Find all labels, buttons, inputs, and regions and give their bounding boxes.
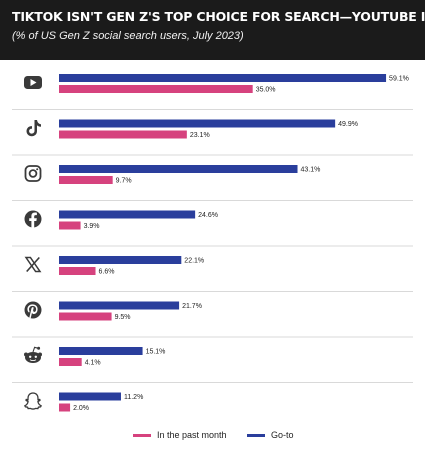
value-label-go-to-pinterest: 21.7% bbox=[182, 303, 202, 310]
value-label-go-to-instagram: 43.1% bbox=[301, 167, 321, 174]
chart-title: TIKTOK ISN'T GEN Z'S TOP CHOICE FOR SEAR… bbox=[12, 9, 425, 24]
instagram-icon bbox=[24, 165, 42, 182]
bar-past-month-facebook bbox=[59, 221, 81, 230]
bar-past-month-x bbox=[59, 267, 96, 275]
bar-go-to-youtube bbox=[59, 74, 387, 82]
value-label-past-month-facebook: 3.9% bbox=[84, 223, 100, 230]
bar-go-to-tiktok bbox=[59, 119, 336, 128]
value-label-past-month-tiktok: 23.1% bbox=[190, 132, 210, 139]
bar-go-to-facebook bbox=[59, 210, 196, 219]
bar-past-month-pinterest bbox=[59, 312, 112, 321]
bar-go-to-snapchat bbox=[59, 392, 121, 401]
snapchat-icon bbox=[24, 392, 42, 410]
reddit-icon bbox=[24, 346, 42, 363]
legend-swatch-past-month bbox=[133, 433, 151, 437]
bar-chart: 59.1% 35.0% 49.9% 23.1% 43.1% 9.7% 24.6% 3.9% 22… bbox=[12, 74, 413, 412]
legend-swatch-go-to bbox=[247, 433, 265, 437]
tiktok-icon bbox=[26, 120, 41, 137]
legend-item-go-to: Go-to bbox=[247, 430, 294, 440]
bar-past-month-tiktok bbox=[59, 130, 187, 139]
value-label-past-month-reddit: 4.1% bbox=[85, 360, 101, 367]
value-label-go-to-tiktok: 49.9% bbox=[338, 121, 358, 128]
legend-item-past-month: In the past month bbox=[133, 430, 227, 440]
value-label-go-to-x: 22.1% bbox=[184, 258, 204, 265]
bar-past-month-snapchat bbox=[59, 403, 71, 412]
value-label-past-month-youtube: 35.0% bbox=[256, 87, 276, 94]
youtube-icon bbox=[24, 76, 42, 89]
chart-header: TIKTOK ISN'T GEN Z'S TOP CHOICE FOR SEAR… bbox=[0, 0, 425, 60]
value-label-past-month-pinterest: 9.5% bbox=[115, 314, 131, 321]
bar-go-to-instagram bbox=[59, 165, 298, 173]
bar-go-to-x bbox=[59, 256, 182, 264]
chart-subtitle: (% of US Gen Z social search users, July… bbox=[12, 30, 244, 42]
legend: In the past month Go-to bbox=[0, 428, 425, 444]
value-label-go-to-youtube: 59.1% bbox=[389, 76, 409, 83]
bar-past-month-youtube bbox=[59, 85, 253, 93]
value-label-past-month-instagram: 9.7% bbox=[116, 178, 132, 185]
legend-label-go-to: Go-to bbox=[271, 430, 294, 440]
value-label-past-month-snapchat: 2.0% bbox=[73, 405, 89, 412]
bar-past-month-reddit bbox=[59, 358, 82, 366]
value-label-go-to-facebook: 24.6% bbox=[198, 212, 218, 219]
value-label-go-to-snapchat: 11.2% bbox=[124, 394, 143, 401]
value-label-past-month-x: 6.6% bbox=[99, 269, 115, 276]
legend-label-past-month: In the past month bbox=[157, 430, 227, 440]
x-icon bbox=[24, 256, 42, 273]
pinterest-icon bbox=[24, 301, 42, 319]
bar-go-to-reddit bbox=[59, 347, 143, 355]
bar-past-month-instagram bbox=[59, 176, 113, 184]
facebook-icon bbox=[24, 210, 42, 228]
bar-go-to-pinterest bbox=[59, 301, 180, 310]
value-label-go-to-reddit: 15.1% bbox=[146, 349, 166, 356]
